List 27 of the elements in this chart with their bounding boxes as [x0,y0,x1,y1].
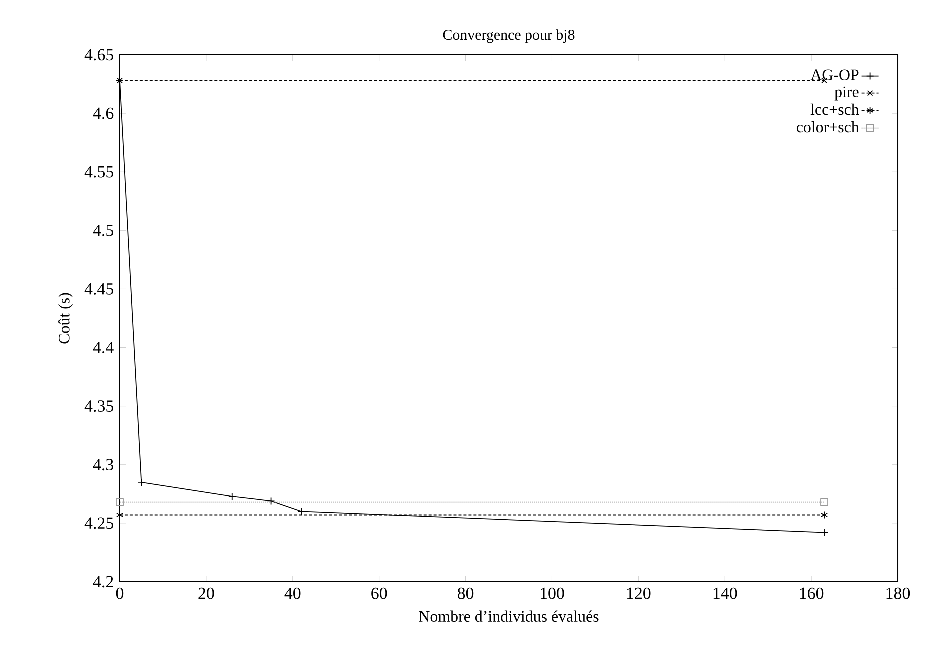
y-tick-label: 4.55 [84,166,114,178]
y-tick-label: 4.25 [84,518,114,530]
x-tick-label: 0 [116,588,124,600]
y-tick-label: 4.2 [93,576,114,588]
x-tick-label: 180 [886,588,910,600]
y-tick-label: 4.5 [93,224,114,236]
chart-title: Convergence pour bj8 [443,30,575,44]
legend-label: lcc+sch [810,104,860,116]
y-tick-label: 4.4 [93,342,114,354]
y-tick-label: 4.65 [84,49,114,61]
y-tick-label: 4.3 [93,459,114,471]
legend-label: AG-OP [810,70,859,80]
y-tick-label: 4.35 [84,400,114,412]
x-tick-label: 140 [714,588,738,600]
y-axis-title: Coût (s) [58,293,74,344]
x-tick-label: 40 [284,588,301,600]
x-tick-label: 120 [627,588,651,600]
x-tick-label: 160 [800,588,824,600]
y-tick-label: 4.45 [84,284,114,295]
x-tick-label: 20 [198,588,214,600]
x-tick-label: 80 [458,588,474,600]
x-tick-label: 100 [541,588,564,600]
legend-label: color+sch [796,121,860,133]
y-tick-label: 4.6 [93,108,114,120]
legend-label: pire [834,86,859,101]
x-axis-title: Nombre d’individus évalués [419,610,599,622]
x-tick-label: 60 [372,588,388,600]
